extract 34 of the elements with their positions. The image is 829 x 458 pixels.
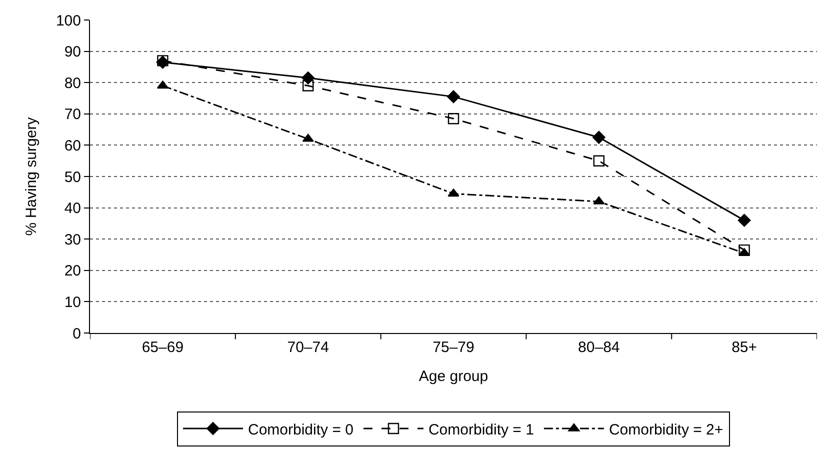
point bbox=[593, 196, 605, 204]
y-tick-label: 60 bbox=[64, 137, 81, 154]
point bbox=[302, 134, 314, 142]
x-tick-label: 70–74 bbox=[287, 339, 329, 356]
point bbox=[156, 80, 168, 89]
legend-label: Comorbidity = 0 bbox=[248, 421, 354, 438]
y-tick-label: 80 bbox=[64, 74, 81, 92]
y-tick-label: 100 bbox=[56, 12, 81, 30]
point bbox=[157, 55, 168, 66]
y-tick-label: 0 bbox=[72, 325, 81, 342]
point bbox=[738, 214, 751, 227]
y-tick-label: 20 bbox=[64, 262, 81, 280]
x-tick-label: 75–79 bbox=[432, 339, 474, 356]
x-tick-label: 65–69 bbox=[142, 339, 184, 356]
x-tick-label: 80–84 bbox=[578, 339, 620, 356]
point bbox=[592, 130, 606, 144]
legend-label: Comorbidity = 2+ bbox=[608, 421, 724, 438]
point bbox=[593, 155, 604, 166]
y-tick-label: 90 bbox=[64, 44, 81, 61]
point bbox=[738, 244, 750, 256]
y-tick-label: 40 bbox=[64, 200, 81, 218]
y-tick-label: 50 bbox=[64, 168, 81, 186]
point bbox=[738, 248, 750, 256]
point bbox=[448, 113, 460, 124]
point bbox=[447, 90, 460, 104]
y-tick-label: 10 bbox=[64, 294, 81, 311]
x-axis-title: Age group bbox=[418, 368, 488, 385]
point bbox=[302, 80, 314, 92]
point bbox=[448, 188, 460, 197]
y-axis-title: % Having surgery bbox=[23, 116, 40, 236]
legend-label: Comorbidity = 1 bbox=[428, 421, 534, 438]
x-tick-label: 85+ bbox=[732, 339, 758, 356]
y-tick-label: 70 bbox=[64, 106, 81, 124]
y-tick-label: 30 bbox=[64, 231, 81, 248]
